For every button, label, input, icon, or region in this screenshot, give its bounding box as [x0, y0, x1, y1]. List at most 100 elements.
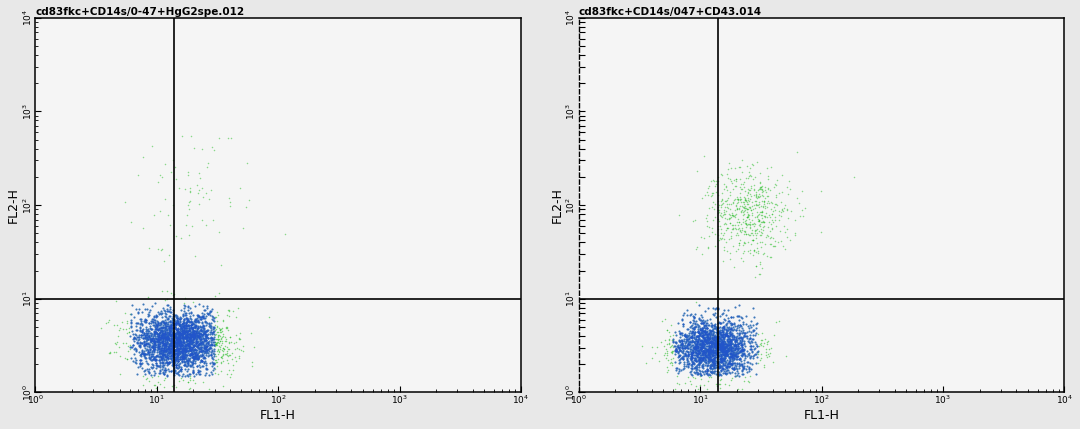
- Point: [156, 323, 173, 330]
- Point: [162, 341, 179, 348]
- Point: [690, 350, 707, 356]
- Point: [687, 339, 704, 346]
- Point: [204, 360, 221, 366]
- Point: [135, 382, 152, 389]
- Point: [678, 361, 696, 368]
- Point: [160, 308, 177, 315]
- Point: [195, 328, 213, 335]
- Point: [131, 315, 148, 322]
- Point: [180, 324, 198, 331]
- Point: [186, 331, 203, 338]
- Point: [176, 340, 193, 347]
- Point: [205, 360, 222, 367]
- Point: [129, 326, 146, 333]
- Point: [179, 349, 197, 356]
- Point: [743, 172, 760, 179]
- Point: [670, 343, 687, 350]
- Point: [195, 306, 213, 313]
- Point: [176, 318, 193, 325]
- Point: [198, 362, 215, 369]
- Point: [190, 318, 207, 325]
- Point: [178, 363, 195, 369]
- Point: [160, 329, 177, 336]
- Point: [702, 340, 719, 347]
- Point: [714, 342, 731, 349]
- Point: [681, 318, 699, 325]
- Point: [713, 338, 730, 344]
- Point: [715, 328, 732, 335]
- Point: [716, 338, 733, 345]
- Point: [140, 341, 158, 348]
- Point: [139, 350, 157, 357]
- Point: [180, 326, 198, 332]
- Point: [159, 346, 176, 353]
- Point: [698, 369, 715, 376]
- Point: [164, 356, 181, 363]
- Point: [718, 319, 735, 326]
- Point: [205, 324, 222, 331]
- Point: [701, 349, 718, 356]
- Point: [671, 381, 688, 387]
- Point: [702, 344, 719, 351]
- Point: [733, 347, 751, 354]
- Point: [716, 325, 733, 332]
- Point: [710, 335, 727, 342]
- Point: [188, 339, 205, 346]
- Point: [181, 339, 199, 346]
- Point: [728, 335, 745, 342]
- Point: [154, 319, 172, 326]
- Point: [694, 360, 712, 367]
- Point: [156, 369, 173, 375]
- Point: [691, 364, 708, 371]
- Point: [180, 347, 198, 354]
- Point: [170, 344, 187, 351]
- Point: [700, 350, 717, 357]
- Point: [741, 345, 758, 352]
- Point: [720, 318, 738, 325]
- Point: [690, 361, 707, 368]
- Point: [674, 342, 691, 349]
- Point: [140, 353, 158, 360]
- Point: [153, 346, 171, 353]
- Point: [147, 356, 164, 363]
- Point: [727, 342, 744, 349]
- Point: [189, 342, 206, 349]
- Point: [156, 334, 173, 341]
- Point: [702, 344, 719, 351]
- Point: [714, 365, 731, 372]
- Point: [122, 333, 139, 340]
- Point: [141, 348, 159, 355]
- Point: [171, 332, 188, 339]
- Point: [163, 308, 180, 315]
- Point: [144, 344, 161, 350]
- Point: [666, 350, 684, 357]
- Point: [186, 324, 203, 331]
- Point: [154, 335, 172, 341]
- Point: [151, 367, 168, 374]
- Point: [178, 352, 195, 359]
- Point: [718, 171, 735, 178]
- Point: [162, 326, 179, 333]
- Point: [181, 350, 199, 357]
- Point: [689, 353, 706, 360]
- Point: [189, 332, 206, 338]
- Point: [688, 371, 705, 378]
- Point: [191, 333, 208, 340]
- Point: [724, 353, 741, 360]
- Point: [723, 353, 740, 360]
- Point: [157, 325, 174, 332]
- Point: [195, 330, 213, 337]
- Point: [685, 324, 702, 331]
- Point: [697, 337, 714, 344]
- Point: [137, 317, 154, 323]
- Point: [148, 334, 165, 341]
- Point: [683, 362, 700, 369]
- Point: [171, 336, 188, 343]
- Point: [181, 335, 199, 341]
- Point: [145, 316, 162, 323]
- Point: [700, 349, 717, 356]
- Point: [699, 363, 716, 370]
- Point: [686, 217, 703, 224]
- Point: [692, 344, 710, 351]
- Point: [714, 332, 731, 339]
